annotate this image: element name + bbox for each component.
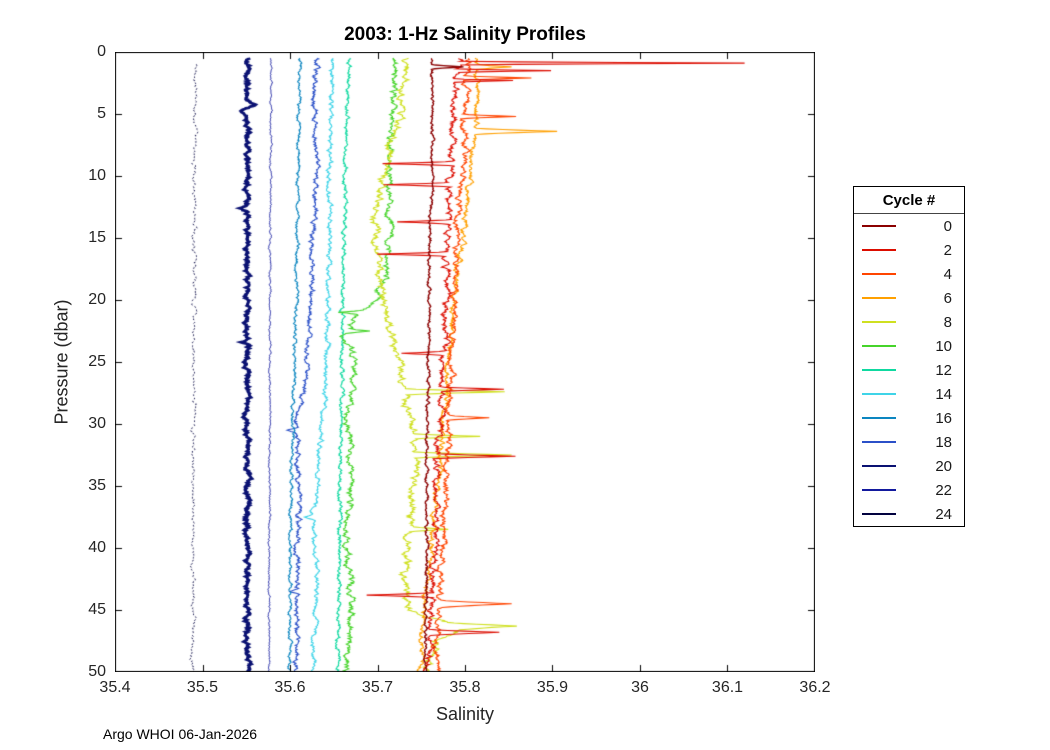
legend-entry-24: 24 <box>854 502 964 526</box>
x-tick-label: 35.4 <box>99 679 131 696</box>
y-tick-label: 10 <box>88 167 106 184</box>
legend-line-sample <box>862 297 896 299</box>
legend-line-sample <box>862 489 896 491</box>
legend-entry-label: 12 <box>935 361 952 379</box>
legend-entry-6: 6 <box>854 286 964 310</box>
legend-entry-label: 14 <box>935 385 952 403</box>
legend-line-sample <box>862 513 896 515</box>
legend-entry-label: 20 <box>935 457 952 475</box>
legend-title: Cycle # <box>854 187 964 214</box>
chart-title: 2003: 1-Hz Salinity Profiles <box>344 24 586 45</box>
legend-line-sample <box>862 225 896 227</box>
y-tick-label: 25 <box>88 353 106 370</box>
y-tick-label: 20 <box>88 291 106 308</box>
legend-entry-label: 0 <box>943 217 952 235</box>
legend-entry-14: 14 <box>854 382 964 406</box>
legend-entry-12: 12 <box>854 358 964 382</box>
x-axis-label: Salinity <box>435 704 495 724</box>
legend-entry-8: 8 <box>854 310 964 334</box>
plot-area <box>115 52 815 672</box>
y-tick-label: 0 <box>97 43 106 60</box>
x-tick-label: 35.9 <box>536 679 569 696</box>
legend-entry-label: 8 <box>943 313 952 331</box>
attribution-text: Argo WHOI 06-Jan-2026 <box>103 726 258 742</box>
x-tick-label: 35.6 <box>274 679 306 696</box>
legend-entry-label: 6 <box>943 289 952 307</box>
legend-entry-20: 20 <box>854 454 964 478</box>
legend-line-sample <box>862 345 896 347</box>
y-tick-label: 50 <box>88 663 106 680</box>
legend-entries: 0 2 4 6 8 10 12 14 16 18 20 22 24 <box>854 214 964 526</box>
legend-line-sample <box>862 393 896 395</box>
legend-line-sample <box>862 273 896 275</box>
plot-canvas <box>115 52 815 672</box>
x-tick-label: 35.8 <box>449 679 481 696</box>
x-tick-label: 36.1 <box>711 679 744 696</box>
legend-entry-label: 16 <box>935 409 952 427</box>
legend-entry-label: 10 <box>935 337 952 355</box>
legend-entry-10: 10 <box>854 334 964 358</box>
x-tick-label: 36 <box>631 679 649 696</box>
y-tick-label: 5 <box>97 105 106 122</box>
x-tick-label: 35.7 <box>361 679 394 696</box>
legend-entry-label: 2 <box>943 241 952 259</box>
legend-entry-22: 22 <box>854 478 964 502</box>
legend: Cycle # 0 2 4 6 8 10 12 14 16 18 20 22 24 <box>853 186 965 527</box>
x-tick-label: 35.5 <box>186 679 219 696</box>
legend-entry-18: 18 <box>854 430 964 454</box>
legend-line-sample <box>862 249 896 251</box>
legend-entry-label: 18 <box>935 433 952 451</box>
legend-line-sample <box>862 321 896 323</box>
y-tick-label: 35 <box>88 477 106 494</box>
legend-line-sample <box>862 465 896 467</box>
legend-entry-label: 4 <box>943 265 952 283</box>
y-tick-label: 45 <box>88 601 106 618</box>
legend-entry-2: 2 <box>854 238 964 262</box>
y-tick-label: 40 <box>88 539 106 556</box>
legend-entry-label: 24 <box>935 505 952 523</box>
x-tick-label: 36.2 <box>799 679 831 696</box>
legend-entry-label: 22 <box>935 481 952 499</box>
legend-line-sample <box>862 417 896 419</box>
legend-line-sample <box>862 369 896 371</box>
legend-line-sample <box>862 441 896 443</box>
y-tick-label: 30 <box>88 415 106 432</box>
legend-entry-0: 0 <box>854 214 964 238</box>
y-tick-label: 15 <box>88 229 106 246</box>
legend-entry-4: 4 <box>854 262 964 286</box>
legend-entry-16: 16 <box>854 406 964 430</box>
